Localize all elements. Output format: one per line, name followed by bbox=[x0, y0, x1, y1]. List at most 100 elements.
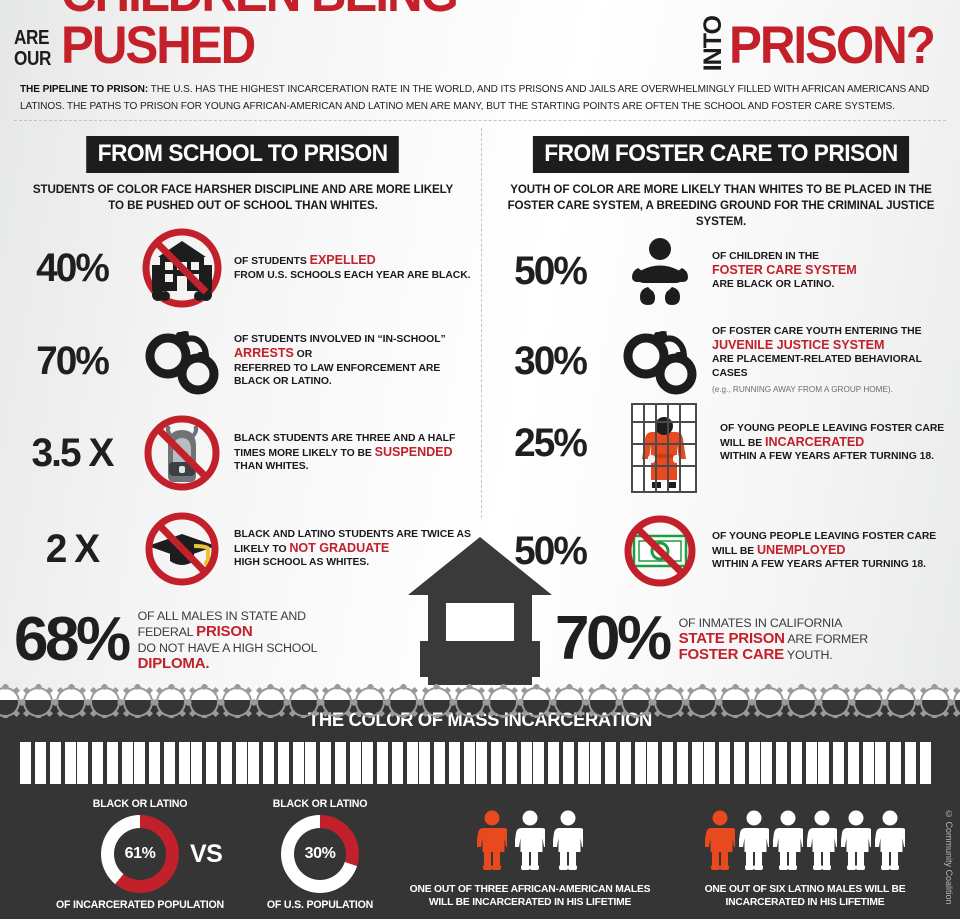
stat-text-rest: ARE PLACEMENT-RELATED BEHAVIORAL CASES bbox=[712, 354, 922, 379]
mass-incarceration-section: THE COLOR OF MASS INCARCERATION BLACK OR… bbox=[0, 700, 960, 919]
prison-bar bbox=[491, 742, 502, 784]
stat-value-50-unemployed: 50% bbox=[514, 528, 588, 573]
pictogram-caption-1-line-1: ONE OUT OF THREE AFRICAN-AMERICAN MALES bbox=[409, 884, 651, 895]
prison-bar bbox=[134, 742, 145, 784]
barbed-wire-spike bbox=[743, 709, 751, 717]
big-text-line-2a: FEDERAL bbox=[137, 625, 197, 639]
big-text-line-3: DO NOT HAVE A HIGH SCHOOL bbox=[137, 641, 318, 655]
headline-into-vertical: INTO bbox=[698, 15, 727, 71]
stat-note-juvenile-justice: (e.g., RUNNING AWAY FROM A GROUP HOME). bbox=[712, 385, 893, 395]
prison-bar bbox=[236, 742, 247, 784]
prison-bar bbox=[248, 742, 259, 784]
prison-bar bbox=[506, 742, 517, 784]
prison-bar bbox=[191, 742, 202, 784]
prison-bar bbox=[305, 742, 316, 784]
big-stat-68-percent: 68% OF ALL MALES IN STATE AND FEDERAL PR… bbox=[14, 608, 414, 672]
donut-block-us-population: BLACK OR LATINO 30% OF U.S. POPULATION bbox=[235, 798, 405, 911]
donut-chart-61: 61% bbox=[101, 815, 179, 893]
barbed-wire-spike bbox=[942, 709, 950, 717]
prison-bar bbox=[149, 742, 160, 784]
stat-row-juvenile-justice: 30% OF FOSTER CARE YOUTH ENTERING THE JU… bbox=[486, 318, 956, 404]
barbed-wire-spike bbox=[610, 709, 618, 717]
donut-chart-30: 30% bbox=[281, 815, 359, 893]
prison-bar bbox=[206, 742, 217, 784]
prison-bar bbox=[164, 742, 175, 784]
subhead-body: THE U.S. HAS THE HIGHEST INCARCERATION R… bbox=[20, 84, 930, 112]
barbed-wire-spike bbox=[444, 709, 452, 717]
stat-text-lead: OF YOUNG PEOPLE LEAVING FOSTER CARE WILL… bbox=[720, 423, 945, 449]
prison-bar bbox=[905, 742, 916, 784]
school-to-prison-column: FROM SCHOOL TO PRISON STUDENTS OF COLOR … bbox=[8, 136, 478, 214]
big-stat-value-70: 70% bbox=[555, 604, 672, 673]
donut-block-incarcerated: BLACK OR LATINO 61% OF INCARCERATED POPU… bbox=[50, 798, 230, 911]
prison-bar bbox=[434, 742, 445, 784]
prison-bar-group bbox=[761, 742, 817, 784]
prison-bar bbox=[107, 742, 118, 784]
prison-bar bbox=[818, 742, 829, 784]
stat-text-not-graduate: BLACK AND LATINO STUDENTS ARE TWICE AS L… bbox=[228, 528, 478, 570]
prison-bar bbox=[605, 742, 616, 784]
prison-bar bbox=[635, 742, 646, 784]
stat-value-25: 25% bbox=[514, 420, 588, 465]
vs-label: VS bbox=[190, 840, 223, 868]
prison-bar-group bbox=[476, 742, 532, 784]
stat-text-lead: OF CHILDREN IN THE bbox=[712, 251, 820, 263]
person-icon bbox=[772, 810, 807, 877]
prison-bar bbox=[407, 742, 418, 784]
prison-bar bbox=[719, 742, 730, 784]
barbed-wire-spike bbox=[344, 709, 352, 717]
stat-text-lead: OF STUDENTS INVOLVED IN “IN-SCHOOL” bbox=[234, 334, 446, 346]
prison-bar-group bbox=[704, 742, 760, 784]
person-icon-highlighted bbox=[704, 810, 739, 877]
barbed-wire-spike bbox=[278, 709, 286, 717]
barbed-wire-spike bbox=[842, 709, 850, 717]
stat-highlight-not-graduate: NOT GRADUATE bbox=[289, 540, 390, 555]
stat-value-30: 30% bbox=[514, 338, 588, 383]
prison-bar bbox=[563, 742, 574, 784]
person-icon bbox=[552, 810, 587, 877]
prison-bar bbox=[320, 742, 331, 784]
prison-bar bbox=[35, 742, 46, 784]
person-icon bbox=[514, 810, 549, 877]
are-our-kicker: ARE OUR bbox=[14, 28, 51, 72]
barbed-wire-spike bbox=[79, 709, 87, 717]
prison-bar bbox=[791, 742, 802, 784]
prison-bar bbox=[179, 742, 190, 784]
prison-bar-group bbox=[419, 742, 475, 784]
pictogram-caption-2: ONE OUT OF SIX LATINO MALES WILL BE INCA… bbox=[690, 883, 920, 909]
headline-main-part-1: CHILDREN BEING PUSHED bbox=[60, 0, 459, 75]
stat-text-juvenile-justice: OF FOSTER CARE YOUTH ENTERING THE JUVENI… bbox=[706, 325, 956, 397]
stat-text-unemployed: OF YOUNG PEOPLE LEAVING FOSTER CARE WILL… bbox=[706, 530, 956, 572]
barbed-wire-spike bbox=[178, 709, 186, 717]
big-text-highlight-prison: PRISON bbox=[196, 623, 253, 640]
stat-highlight-incarcerated: INCARCERATED bbox=[765, 434, 865, 449]
big-stat-value-68: 68% bbox=[14, 605, 131, 674]
stat-row-expelled: 40% OF STUDENTS bbox=[8, 225, 478, 311]
prison-bar bbox=[863, 742, 874, 784]
stat-highlight-arrests: ARRESTS bbox=[234, 345, 294, 360]
barbed-wire-spike bbox=[577, 709, 585, 717]
person-icon bbox=[874, 810, 909, 877]
prison-bar-group bbox=[362, 742, 418, 784]
big-stat-text-70: OF INMATES IN CALIFORNIA STATE PRISON AR… bbox=[669, 615, 869, 663]
prison-bar-group bbox=[875, 742, 931, 784]
baby-icon bbox=[614, 228, 706, 314]
prison-bar bbox=[734, 742, 745, 784]
prison-bar bbox=[419, 742, 430, 784]
barbed-wire-spike bbox=[510, 709, 518, 717]
big-text-line-1: OF ALL MALES IN STATE AND bbox=[137, 609, 306, 623]
stat-value-70: 70% bbox=[36, 338, 110, 383]
stat-text-rest: WITHIN A FEW YEARS AFTER TURNING 18. bbox=[720, 451, 934, 463]
prison-bar bbox=[362, 742, 373, 784]
stat-text-foster-care-system: OF CHILDREN IN THE FOSTER CARE SYSTEM AR… bbox=[706, 250, 857, 292]
prison-bar bbox=[122, 742, 133, 784]
prison-bar-group bbox=[77, 742, 133, 784]
prison-bar bbox=[92, 742, 103, 784]
prison-bar bbox=[65, 742, 76, 784]
stat-row-not-graduate: 2 X BLACK AND LATINO STUDENTS ARE TWICE … bbox=[8, 506, 478, 592]
prison-bar bbox=[833, 742, 844, 784]
prison-bar bbox=[350, 742, 361, 784]
stat-text-expelled: OF STUDENTS EXPELLED FROM U.S. SCHOOLS E… bbox=[228, 253, 471, 282]
prison-bar bbox=[776, 742, 787, 784]
pictogram-caption-1: ONE OUT OF THREE AFRICAN-AMERICAN MALES … bbox=[400, 883, 660, 909]
